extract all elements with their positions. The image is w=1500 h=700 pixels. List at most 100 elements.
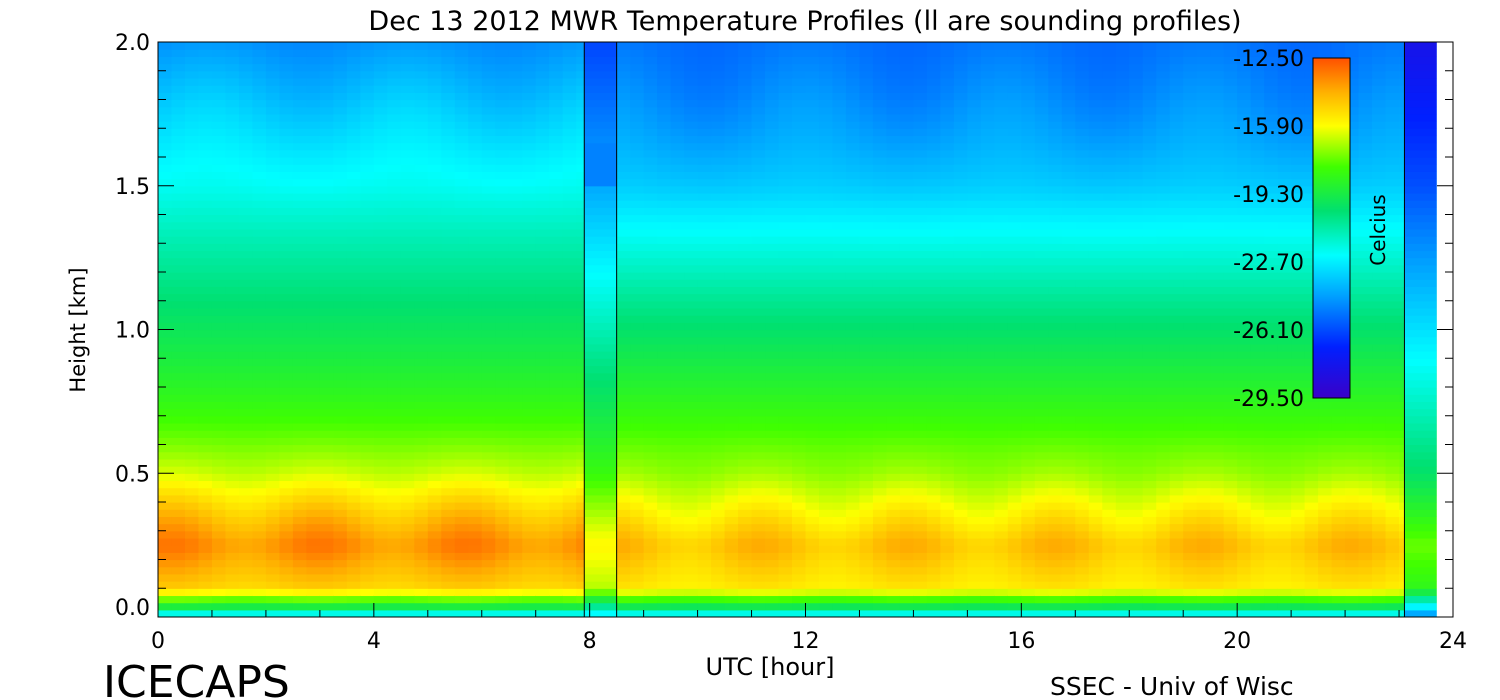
field-cell — [252, 142, 267, 151]
field-cell — [953, 437, 968, 446]
field-cell — [751, 70, 766, 79]
field-cell — [886, 559, 901, 568]
field-cell — [238, 157, 254, 165]
field-cell — [319, 329, 334, 338]
field-cell — [333, 430, 348, 438]
field-cell — [657, 408, 672, 417]
field-cell — [953, 343, 968, 352]
field-cell — [872, 408, 888, 417]
field-cell — [522, 343, 537, 352]
field-cell — [549, 228, 564, 237]
field-cell — [765, 214, 780, 223]
field-cell — [468, 171, 483, 180]
field-cell — [252, 178, 267, 187]
field-cell — [306, 329, 321, 338]
field-cell — [832, 192, 847, 201]
field-cell — [643, 588, 658, 597]
field-cell — [211, 358, 227, 367]
field-cell — [549, 236, 564, 244]
field-cell — [265, 178, 281, 187]
field-cell — [859, 516, 874, 525]
field-cell — [630, 113, 645, 122]
field-cell — [845, 430, 861, 438]
field-cell — [913, 595, 928, 604]
field-cell — [373, 236, 388, 244]
field-cell — [373, 113, 388, 122]
field-cell — [292, 92, 307, 101]
field-cell — [495, 185, 510, 194]
field-cell — [832, 77, 847, 86]
field-cell — [859, 351, 874, 359]
field-cell — [697, 430, 712, 438]
field-cell — [238, 264, 254, 273]
field-cell — [387, 307, 402, 316]
field-cell — [158, 480, 173, 489]
field-cell — [724, 595, 739, 604]
field-cell — [832, 466, 847, 474]
field-cell — [616, 315, 631, 323]
field-cell — [872, 573, 888, 582]
field-cell — [387, 422, 402, 431]
field-cell — [373, 49, 388, 57]
field-cell — [400, 171, 415, 180]
field-cell — [697, 559, 712, 568]
field-cell — [697, 588, 712, 597]
field-cell — [967, 451, 982, 460]
field-cell — [751, 487, 766, 496]
field-cell — [427, 157, 442, 165]
field-cell — [427, 537, 442, 546]
field-cell — [818, 329, 834, 338]
field-cell — [265, 315, 281, 323]
field-cell — [845, 494, 861, 503]
field-cell — [535, 466, 550, 474]
field-cell — [346, 494, 361, 503]
field-cell — [832, 113, 847, 122]
field-cell — [319, 49, 334, 57]
field-cell — [279, 207, 294, 216]
field-cell — [697, 537, 712, 546]
field-cell — [522, 178, 537, 187]
field-cell — [373, 250, 388, 259]
field-cell — [292, 300, 307, 309]
field-cell — [508, 387, 523, 395]
field-cell — [845, 272, 861, 280]
field-cell — [859, 135, 874, 144]
field-cell — [657, 243, 672, 252]
field-cell — [360, 128, 375, 137]
field-cell — [562, 236, 577, 244]
field-cell — [454, 545, 469, 553]
field-cell — [481, 236, 496, 244]
field-cell — [319, 401, 334, 410]
field-cell — [292, 250, 307, 259]
field-cell — [387, 272, 402, 280]
field-cell — [158, 63, 173, 72]
field-cell — [643, 315, 658, 323]
field-cell — [562, 487, 577, 496]
field-cell — [319, 157, 334, 165]
field-cell — [319, 458, 334, 467]
field-cell — [899, 609, 915, 617]
field-cell — [913, 573, 928, 582]
field-cell — [400, 372, 415, 381]
field-cell — [778, 250, 793, 259]
field-cell — [522, 77, 537, 86]
field-cell — [913, 207, 928, 216]
field-cell — [495, 42, 510, 50]
field-cell — [657, 85, 672, 93]
field-cell — [738, 243, 753, 252]
field-cell — [211, 351, 227, 359]
field-cell — [562, 530, 577, 539]
field-cell — [832, 329, 847, 338]
field-cell — [495, 422, 510, 431]
field-cell — [184, 415, 200, 424]
field-cell — [387, 185, 402, 194]
field-cell — [252, 530, 267, 539]
field-cell — [630, 272, 645, 280]
field-cell — [953, 458, 968, 467]
field-cell — [400, 358, 415, 367]
field-cell — [792, 221, 807, 230]
field-cell — [980, 494, 995, 503]
field-cell — [360, 49, 375, 57]
field-cell — [792, 437, 807, 446]
field-cell — [899, 530, 915, 539]
